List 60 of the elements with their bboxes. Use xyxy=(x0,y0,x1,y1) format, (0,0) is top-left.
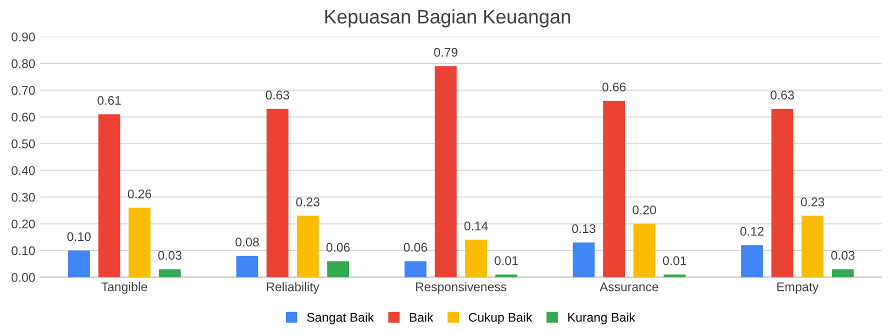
x-tick-label: Responsiveness xyxy=(416,282,506,294)
legend-label: Sangat Baik xyxy=(307,312,374,324)
x-tick-label: Reliability xyxy=(266,282,320,294)
x-tick-label: Tangible xyxy=(101,282,148,294)
data-label: 0.13 xyxy=(572,224,596,234)
bar xyxy=(664,274,686,278)
chart-title: Kepuasan Bagian Keuangan xyxy=(325,9,570,28)
bar xyxy=(128,208,150,278)
legend-label: Cukup Baik xyxy=(468,312,532,324)
data-label: 0.12 xyxy=(740,226,764,236)
data-label: 0.66 xyxy=(602,82,626,92)
data-label: 0.63 xyxy=(770,90,794,100)
y-tick-label: 0.20 xyxy=(12,220,35,228)
data-label: 0.10 xyxy=(67,232,91,242)
bar xyxy=(434,66,457,278)
x-tick-label: Empaty xyxy=(777,282,819,294)
data-label: 0.03 xyxy=(831,250,854,260)
y-tick-label: 0.90 xyxy=(12,32,35,42)
y-tick-label: 0.00 xyxy=(12,273,35,282)
legend-label: Baik xyxy=(410,312,434,322)
y-tick-label: 0.30 xyxy=(12,192,35,202)
data-label: 0.06 xyxy=(404,242,428,252)
bar xyxy=(68,250,90,278)
data-label: 0.23 xyxy=(296,197,320,206)
data-label: 0.79 xyxy=(434,48,458,57)
x-tick-label: Assurance xyxy=(600,282,658,292)
y-tick-label: 0.10 xyxy=(12,246,35,256)
bar xyxy=(327,261,350,278)
data-label: 0.01 xyxy=(494,256,518,266)
y-tick-label: 0.80 xyxy=(12,59,35,68)
y-tick-label: 0.60 xyxy=(12,112,35,122)
bar xyxy=(465,240,488,278)
bar xyxy=(404,261,426,278)
bar xyxy=(802,216,824,278)
bar xyxy=(633,224,656,278)
legend-label: Kurang Baik xyxy=(568,312,636,324)
bar xyxy=(832,269,854,278)
data-label: 0.61 xyxy=(98,96,121,105)
bar xyxy=(495,274,518,278)
bar xyxy=(236,256,258,278)
bar xyxy=(771,108,794,278)
y-tick-label: 0.50 xyxy=(12,139,35,148)
data-label: 0.01 xyxy=(662,256,686,266)
bar xyxy=(98,114,120,278)
y-tick-label: 0.70 xyxy=(12,86,35,95)
bar xyxy=(158,269,181,278)
data-label: 0.20 xyxy=(632,206,656,214)
bar xyxy=(741,245,763,278)
data-label: 0.63 xyxy=(266,90,290,100)
data-label: 0.06 xyxy=(326,242,350,252)
y-tick-label: 0.40 xyxy=(12,166,35,175)
bar xyxy=(266,108,288,278)
bar xyxy=(572,242,595,278)
bar xyxy=(296,216,319,278)
bar xyxy=(603,100,625,278)
data-label: 0.23 xyxy=(800,197,824,206)
data-label: 0.26 xyxy=(128,189,152,198)
data-label: 0.03 xyxy=(158,250,182,260)
data-label: 0.08 xyxy=(236,238,259,246)
data-label: 0.14 xyxy=(464,222,488,230)
